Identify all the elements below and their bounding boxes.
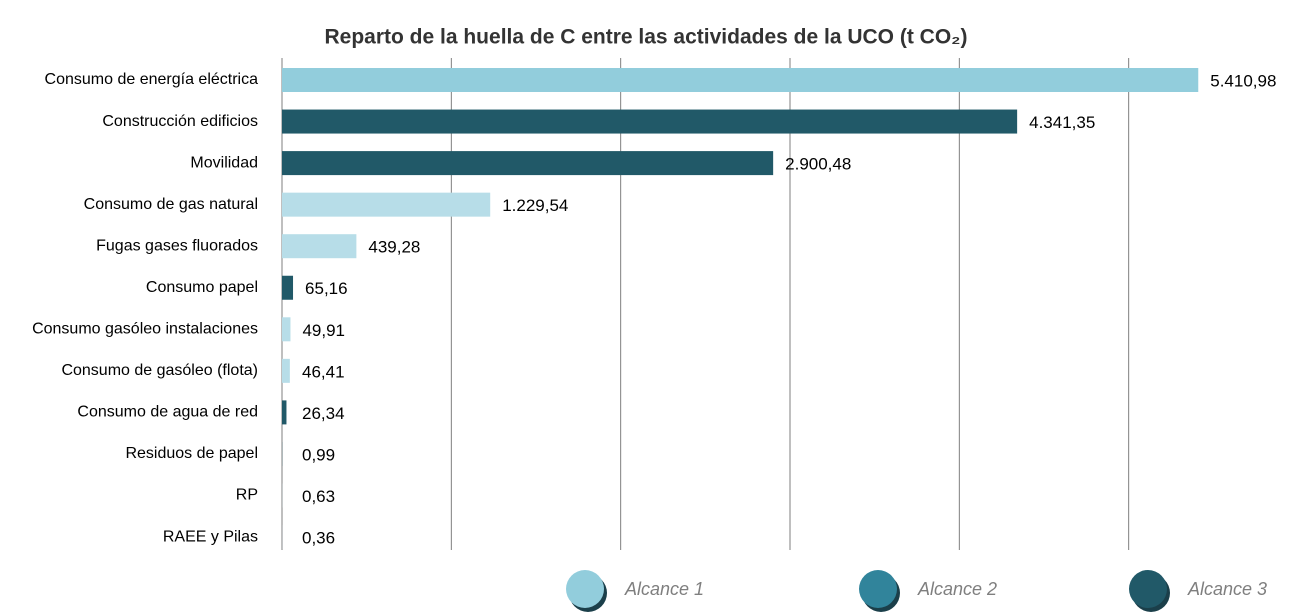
value-label: 439,28 xyxy=(368,238,420,257)
y-tick-label: Consumo papel xyxy=(146,279,258,296)
y-tick-label: RP xyxy=(236,487,258,504)
y-tick-label: Consumo de gasóleo (flota) xyxy=(61,362,258,379)
value-label: 4.341,35 xyxy=(1029,113,1095,132)
legend-label: Alcance 2 xyxy=(917,579,997,599)
y-tick-label: Consumo de energía eléctrica xyxy=(45,71,259,88)
y-tick-label: Consumo gasóleo instalaciones xyxy=(32,321,258,338)
value-label: 0,99 xyxy=(302,445,335,464)
y-tick-label: Fugas gases fluorados xyxy=(96,237,258,254)
y-tick-label: RAEE y Pilas xyxy=(163,528,258,545)
y-tick-label: Consumo de gas natural xyxy=(84,196,258,213)
bar xyxy=(282,317,291,342)
y-tick-label: Consumo de agua de red xyxy=(77,404,258,421)
y-tick-label: Residuos de papel xyxy=(125,445,258,462)
bar xyxy=(282,68,1199,92)
value-label: 26,34 xyxy=(302,404,345,423)
value-label: 5.410,98 xyxy=(1210,71,1276,90)
legend-swatch xyxy=(566,570,604,608)
legend-swatch xyxy=(1129,570,1167,608)
bar xyxy=(282,358,290,383)
bar xyxy=(282,192,491,217)
legend-swatch xyxy=(859,570,897,608)
y-tick-label: Construcción edificios xyxy=(102,113,258,130)
bar xyxy=(282,234,357,259)
legend-label: Alcance 1 xyxy=(624,579,704,599)
value-label: 0,36 xyxy=(302,529,335,548)
legend-label: Alcance 3 xyxy=(1187,579,1267,599)
y-tick-label: Movilidad xyxy=(190,154,258,171)
bar xyxy=(282,400,287,425)
bar xyxy=(282,151,774,176)
value-label: 1.229,54 xyxy=(502,196,568,215)
value-label: 2.900,48 xyxy=(785,155,851,174)
bar xyxy=(282,275,294,300)
value-label: 65,16 xyxy=(305,279,348,298)
chart-title: Reparto de la huella de C entre las acti… xyxy=(324,26,967,49)
value-label: 46,41 xyxy=(302,362,345,381)
value-label: 49,91 xyxy=(302,321,345,340)
bar xyxy=(282,109,1018,134)
value-label: 0,63 xyxy=(302,487,335,506)
